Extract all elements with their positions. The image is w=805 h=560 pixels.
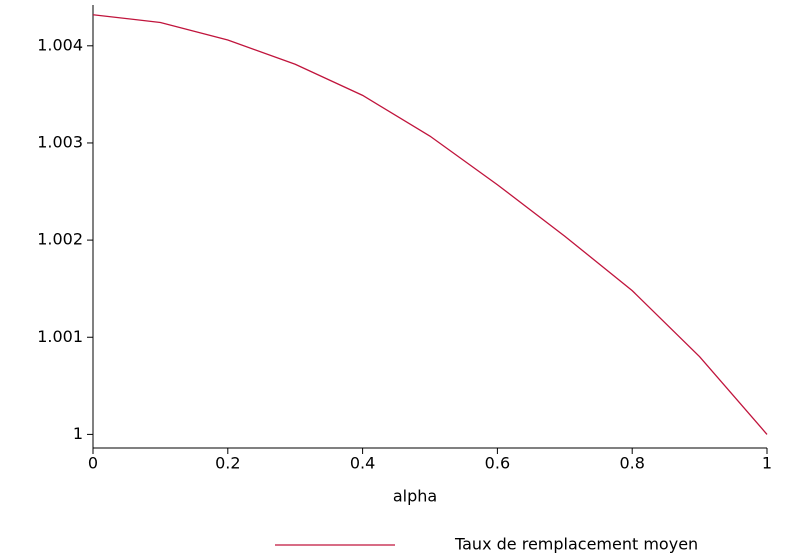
y-tick-label: 1.003 bbox=[37, 132, 83, 151]
x-tick-label: 0.6 bbox=[485, 454, 510, 473]
x-tick-label: 0.2 bbox=[215, 454, 240, 473]
y-tick-label: 1.002 bbox=[37, 230, 83, 249]
x-tick-label: 0.8 bbox=[619, 454, 644, 473]
y-tick-label: 1.001 bbox=[37, 327, 83, 346]
x-tick-label: 0.4 bbox=[350, 454, 375, 473]
x-axis-label: alpha bbox=[393, 487, 437, 506]
y-tick-label: 1 bbox=[73, 424, 83, 443]
y-tick-label: 1.004 bbox=[37, 35, 83, 54]
x-tick-label: 0 bbox=[88, 454, 98, 473]
data-line bbox=[92, 14, 768, 435]
x-tick-label: 1 bbox=[762, 454, 772, 473]
legend-label: Taux de remplacement moyen bbox=[454, 535, 698, 554]
